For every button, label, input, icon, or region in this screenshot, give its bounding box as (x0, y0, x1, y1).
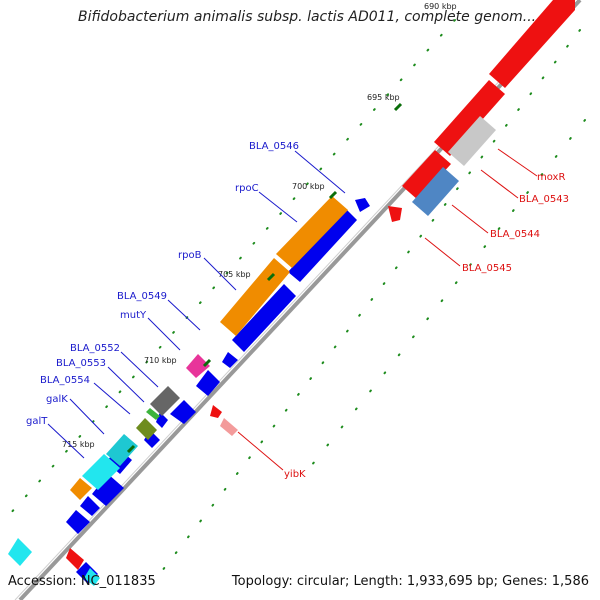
gene-cyan-bottom-1[interactable] (8, 538, 32, 566)
dotted-track-far-right (299, 119, 586, 481)
topology-info-text: Topology: circular; Length: 1,933,695 bp… (231, 574, 589, 589)
gene-yibK[interactable] (210, 405, 222, 418)
gene-cyan-bottom-2[interactable] (84, 568, 100, 586)
tick-label-710: 710 kbp (144, 356, 177, 365)
gene-label-BLA_0545[interactable]: BLA_0545 (462, 263, 512, 274)
right-gene-labels: moxR BLA_0543 BLA_0544 BLA_0545 yibK (284, 172, 569, 480)
gene-label-BLA_0543[interactable]: BLA_0543 (519, 194, 569, 205)
gene-label-BLA_0546[interactable]: BLA_0546 (249, 141, 299, 152)
gene-blue-small-7[interactable] (92, 474, 124, 506)
gene-moxR[interactable] (402, 150, 451, 200)
gene-BLA_0546[interactable] (355, 198, 370, 212)
gene-label-BLA_0554[interactable]: BLA_0554 (40, 375, 90, 386)
gene-label-galT[interactable]: galT (26, 416, 48, 427)
gene-rpoC-blue[interactable] (288, 208, 357, 282)
dotted-track-outer-right (154, 29, 581, 581)
gene-label-BLA_0552[interactable]: BLA_0552 (70, 343, 120, 354)
forward-strand-genes (66, 198, 370, 584)
dotted-track-inner-left (0, 19, 456, 526)
tick-label-705: 705 kbp (218, 270, 251, 279)
gene-blue-small-8[interactable] (80, 496, 100, 516)
gene-label-BLA_0544[interactable]: BLA_0544 (490, 229, 540, 240)
reverse-strand-genes (66, 0, 575, 570)
gene-label-BLA_0553[interactable]: BLA_0553 (56, 358, 106, 369)
left-gene-labels: BLA_0546 rpoC rpoB BLA_0549 mutY BLA_055… (26, 141, 299, 427)
right-label-leaders (237, 148, 538, 471)
gene-BLA_0552-dark[interactable] (150, 386, 180, 416)
accession-text: Accession: NC_011835 (8, 574, 156, 589)
gene-BLA_0545[interactable] (388, 206, 402, 222)
gene-BLA_0554-olive[interactable] (136, 418, 157, 440)
gene-yibK-light[interactable] (220, 418, 238, 436)
gene-galK-cyan[interactable] (106, 434, 138, 466)
gene-label-rpoC[interactable]: rpoC (235, 183, 259, 194)
gene-label-rpoB[interactable]: rpoB (178, 250, 202, 261)
tick-label-715: 715 kbp (62, 440, 95, 449)
gene-BLA_0549-magenta[interactable] (186, 354, 210, 378)
gene-label-BLA_0549[interactable]: BLA_0549 (117, 291, 167, 302)
gene-red-bottom[interactable] (66, 548, 84, 570)
gene-rpoC-orange[interactable] (276, 196, 348, 268)
gene-red-large-2[interactable] (434, 80, 505, 156)
gene-BLA_0544-steelblue[interactable] (412, 167, 459, 216)
gene-blue-small-2[interactable] (196, 370, 220, 396)
tick-label-690: 690 kbp (424, 2, 457, 11)
tick-label-695: 695 kbp (367, 93, 400, 102)
gene-blue-small-9[interactable] (66, 510, 90, 534)
gene-label-mutY[interactable]: mutY (120, 310, 147, 321)
gene-rpoB-blue[interactable] (232, 284, 296, 352)
scale-ticks (126, 102, 403, 454)
gene-label-yibK[interactable]: yibK (284, 469, 306, 480)
gene-BLA_0553-green[interactable] (146, 408, 160, 420)
gene-orange-small[interactable] (70, 478, 92, 500)
gene-red-large-1[interactable] (489, 0, 575, 88)
gene-BLA_0543-grey[interactable] (448, 116, 496, 166)
gene-galT-cyan[interactable] (82, 454, 120, 490)
gene-blue-small-1[interactable] (222, 352, 238, 368)
scale-labels: 690 kbp 695 kbp 700 kbp 705 kbp 710 kbp … (62, 2, 457, 449)
gene-blue-small-3[interactable] (170, 400, 196, 424)
gene-label-moxR[interactable]: moxR (537, 172, 565, 183)
tick-label-700: 700 kbp (292, 182, 325, 191)
genome-title: Bifidobacterium animalis subsp. lactis A… (78, 9, 537, 25)
gene-label-galK[interactable]: galK (46, 394, 68, 405)
left-label-leaders (47, 150, 346, 459)
